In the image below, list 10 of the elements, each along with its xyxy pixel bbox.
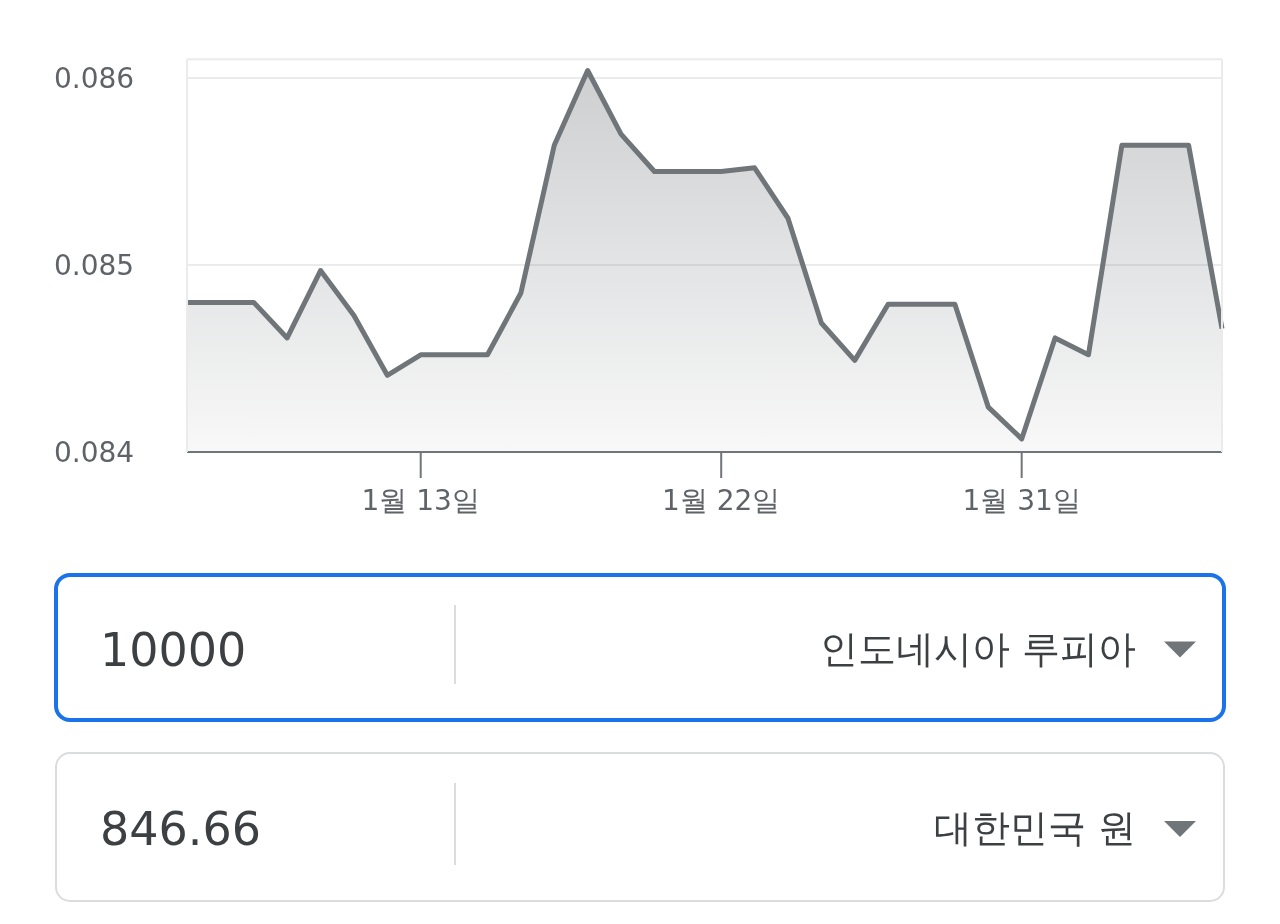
- text: 대한민국 원: [933, 806, 1136, 850]
- x-tick-label: 1월 13일: [361, 484, 480, 517]
- y-tick-label: 0.085: [54, 249, 135, 282]
- y-tick-label: 0.084: [54, 436, 135, 469]
- text: 인도네시아 루피아: [819, 626, 1136, 671]
- y-tick-label: 0.086: [54, 62, 135, 95]
- text: 846.66: [100, 802, 261, 856]
- x-tick-label: 1월 22일: [662, 484, 781, 517]
- x-tick-label: 1월 31일: [962, 484, 1081, 517]
- text: 10000: [100, 622, 247, 677]
